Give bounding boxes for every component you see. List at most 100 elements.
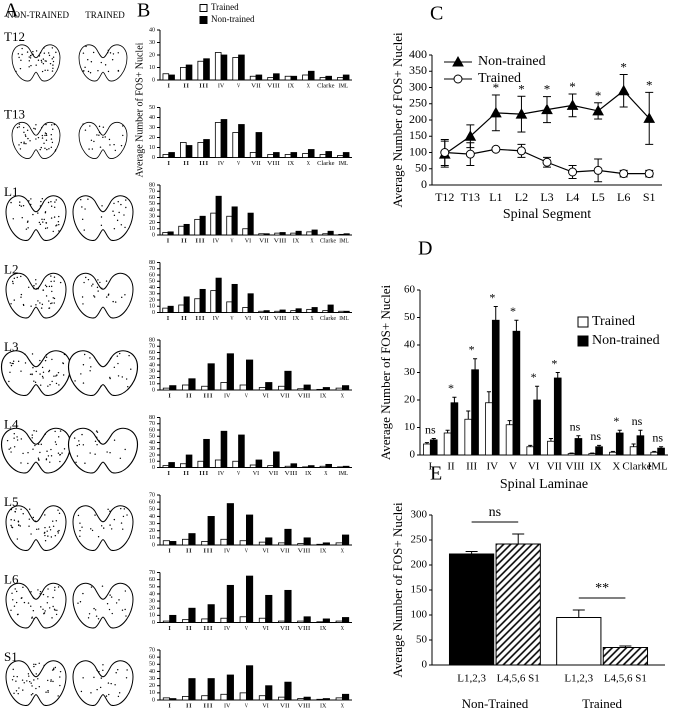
nucleus-dot xyxy=(19,201,21,203)
nucleus-dot xyxy=(40,59,43,62)
nucleus-dot xyxy=(35,279,37,281)
nucleus-dot xyxy=(120,507,122,510)
nucleus-dot xyxy=(58,529,60,532)
nucleus-dot xyxy=(96,431,99,433)
x-tick-label: VI xyxy=(245,316,251,322)
nucleus-dot xyxy=(104,64,107,66)
nucleus-dot xyxy=(15,601,18,604)
bar xyxy=(307,149,315,158)
y-tick-label: 20 xyxy=(149,606,155,612)
x-tick-label: X xyxy=(310,238,314,244)
bar xyxy=(322,698,330,701)
y-tick-label: 200 xyxy=(409,112,427,126)
significance-label: ns xyxy=(632,414,643,428)
nucleus-dot xyxy=(35,124,37,126)
y-tick-label: 250 xyxy=(411,534,428,546)
nucleus-dot xyxy=(51,358,53,361)
x-tick-label: V xyxy=(230,316,234,322)
bar xyxy=(178,304,185,313)
x-tick-label: II xyxy=(183,83,189,89)
bar xyxy=(306,231,313,236)
x-tick-label: VIII xyxy=(298,393,311,399)
y-tick-label: 0 xyxy=(152,542,155,548)
nucleus-dot xyxy=(93,296,96,298)
nucleus-dot xyxy=(49,384,51,386)
x-tick-label: VIII xyxy=(298,548,311,554)
nucleus-dot xyxy=(33,380,35,382)
bar xyxy=(650,451,659,456)
bar xyxy=(602,647,649,666)
bar xyxy=(342,74,350,81)
bar xyxy=(162,465,170,468)
nucleus-dot xyxy=(27,137,29,140)
nucleus-dot xyxy=(90,528,92,530)
bar xyxy=(306,308,313,313)
nucleus-dot xyxy=(20,275,22,278)
nucleus-dot xyxy=(87,70,90,73)
x-axis-title: Spinal Segment xyxy=(503,207,591,222)
nucleus-dot xyxy=(53,206,56,208)
y-tick-label: 30 xyxy=(149,369,155,375)
nucleus-dot xyxy=(48,148,50,150)
nucleus-dot xyxy=(33,618,35,620)
nucleus-dot xyxy=(117,695,120,698)
x-tick-label: Clarke xyxy=(320,238,336,244)
x-tick-label: IV xyxy=(224,626,231,632)
bar xyxy=(203,58,210,81)
x-tick-label: III xyxy=(203,703,213,709)
bar xyxy=(197,460,205,468)
nucleus-dot xyxy=(55,149,57,151)
nucleus-dot xyxy=(90,139,93,141)
x-tick-label: II xyxy=(186,703,192,709)
y-tick-label: 80 xyxy=(149,415,155,421)
nucleus-dot xyxy=(9,362,11,364)
nucleus-dot xyxy=(39,52,42,54)
nucleus-dot xyxy=(122,125,124,127)
nucleus-dot xyxy=(98,134,100,136)
bar xyxy=(232,460,239,468)
significance-label: * xyxy=(613,414,619,428)
nucleus-dot xyxy=(33,287,35,290)
nucleus-dot xyxy=(33,285,35,287)
nucleus-dot xyxy=(100,385,102,387)
nucleus-dot xyxy=(53,375,55,377)
nucleus-dot xyxy=(9,371,11,373)
bar xyxy=(429,439,438,456)
nucleus-dot xyxy=(42,377,44,379)
bar xyxy=(295,230,302,236)
nucleus-dot xyxy=(10,609,12,612)
nucleus-dot xyxy=(42,593,45,596)
nucleus-dot xyxy=(79,601,82,603)
nucleus-dot xyxy=(28,675,30,677)
nucleus-dot xyxy=(113,228,116,230)
x-tick-label: V xyxy=(509,461,517,473)
x-tick-label: IML xyxy=(648,461,668,473)
nucleus-dot xyxy=(12,218,14,220)
nucleus-dot xyxy=(49,607,51,609)
cord-section xyxy=(5,505,67,552)
nucleus-dot xyxy=(118,692,121,694)
nucleus-dot xyxy=(89,357,91,359)
nucleus-dot xyxy=(38,458,40,461)
marker xyxy=(593,165,603,175)
y-tick-label: 70 xyxy=(149,421,155,427)
nucleus-dot xyxy=(88,148,90,150)
bar xyxy=(284,528,292,546)
nucleus-dot xyxy=(39,384,42,386)
nucleus-dot xyxy=(28,56,30,58)
marker xyxy=(541,103,553,115)
y-tick-label: 40 xyxy=(149,207,155,213)
nucleus-dot xyxy=(52,60,55,63)
nucleus-dot xyxy=(20,296,22,298)
nucleus-dot xyxy=(31,373,33,375)
bar xyxy=(609,451,617,456)
bar xyxy=(303,384,311,391)
bar xyxy=(464,418,473,456)
nucleus-dot xyxy=(125,677,128,679)
nucleus-dot xyxy=(107,508,109,511)
y-tick-label: 80 xyxy=(149,337,155,343)
nucleus-dot xyxy=(41,218,43,221)
nucleus-dot xyxy=(80,690,83,693)
bar xyxy=(239,616,247,623)
